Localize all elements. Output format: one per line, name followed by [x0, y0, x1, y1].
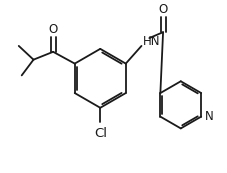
Text: O: O — [48, 23, 57, 36]
Text: O: O — [158, 3, 167, 16]
Text: N: N — [204, 110, 213, 123]
Text: Cl: Cl — [93, 128, 106, 140]
Text: HN: HN — [142, 35, 159, 48]
